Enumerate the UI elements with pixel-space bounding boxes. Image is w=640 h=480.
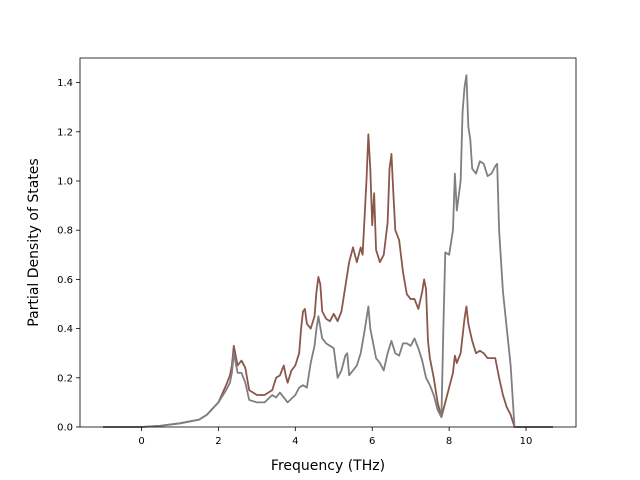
y-tick-label: 1.2 <box>57 127 73 138</box>
x-axis: 0 2 4 6 8 10 <box>138 427 532 447</box>
y-tick-label: 0.8 <box>57 226 73 237</box>
x-axis-label: Frequency (THz) <box>271 458 385 474</box>
y-tick-label: 0.2 <box>57 373 73 384</box>
y-tick-label: 0.4 <box>57 324 73 335</box>
y-tick-label: 1.4 <box>57 78 73 89</box>
x-tick-label: 4 <box>292 436 298 447</box>
plot-frame <box>79 57 577 428</box>
x-tick-label: 6 <box>369 436 375 447</box>
y-tick-label: 0.0 <box>57 423 73 434</box>
y-axis-label: Partial Density of States <box>26 158 42 326</box>
series-line-2 <box>103 74 553 428</box>
series-line-1 <box>103 133 553 428</box>
y-tick-label: 0.6 <box>57 275 73 286</box>
y-tick-label: 1.0 <box>57 177 73 188</box>
x-tick-label: 0 <box>138 436 144 447</box>
y-axis: 0.0 0.2 0.4 0.6 0.8 1.0 1.2 1.4 <box>57 78 80 434</box>
plot-lines <box>103 74 553 428</box>
x-tick-label: 2 <box>215 436 221 447</box>
x-tick-label: 10 <box>520 436 533 447</box>
x-tick-label: 8 <box>446 436 452 447</box>
